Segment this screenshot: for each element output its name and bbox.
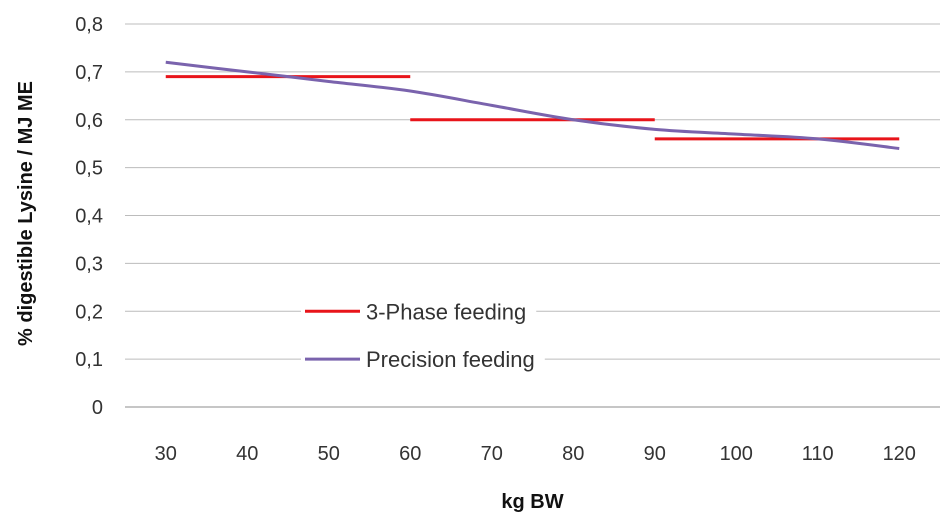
- x-tick-label: 40: [236, 443, 258, 465]
- gridlines: [125, 23, 940, 408]
- legend-label-precision-feeding: Precision feeding: [366, 347, 535, 372]
- y-tick-label: 0,1: [75, 349, 103, 371]
- x-tick-label: 90: [644, 443, 666, 465]
- x-tick-label: 120: [883, 443, 916, 465]
- y-tick-label: 0,6: [75, 110, 103, 132]
- y-tick-label: 0,3: [75, 253, 103, 275]
- x-tick-label: 70: [481, 443, 503, 465]
- y-tick-label: 0: [92, 397, 103, 419]
- series-layer: [165, 60, 900, 150]
- series-line-precision-feeding: [165, 60, 900, 150]
- x-tick-label: 50: [318, 443, 340, 465]
- legend-label-3-phase-feeding: 3-Phase feeding: [366, 299, 526, 324]
- x-tick-label: 100: [720, 443, 753, 465]
- y-tick-label: 0,5: [75, 158, 103, 180]
- x-tick-label: 80: [562, 443, 584, 465]
- y-tick-label: 0,4: [75, 206, 103, 228]
- y-axis-tick-labels: 0 0,1 0,2 0,3 0,4 0,5 0,6 0,7 0,8: [75, 14, 103, 419]
- y-tick-label: 0,2: [75, 301, 103, 323]
- x-axis-tick-labels: 30 40 50 60 70 80 90 100 110 120: [155, 443, 916, 465]
- x-tick-label: 60: [399, 443, 421, 465]
- x-tick-label: 110: [802, 443, 834, 465]
- legend: 3-Phase feeding Precision feeding: [301, 295, 545, 376]
- x-tick-label: 30: [155, 443, 177, 465]
- x-axis-title: kg BW: [501, 491, 563, 513]
- y-tick-label: 0,7: [75, 62, 103, 84]
- y-tick-label: 0,8: [75, 14, 103, 36]
- y-axis-title: % digestible Lysine / MJ ME: [15, 81, 37, 346]
